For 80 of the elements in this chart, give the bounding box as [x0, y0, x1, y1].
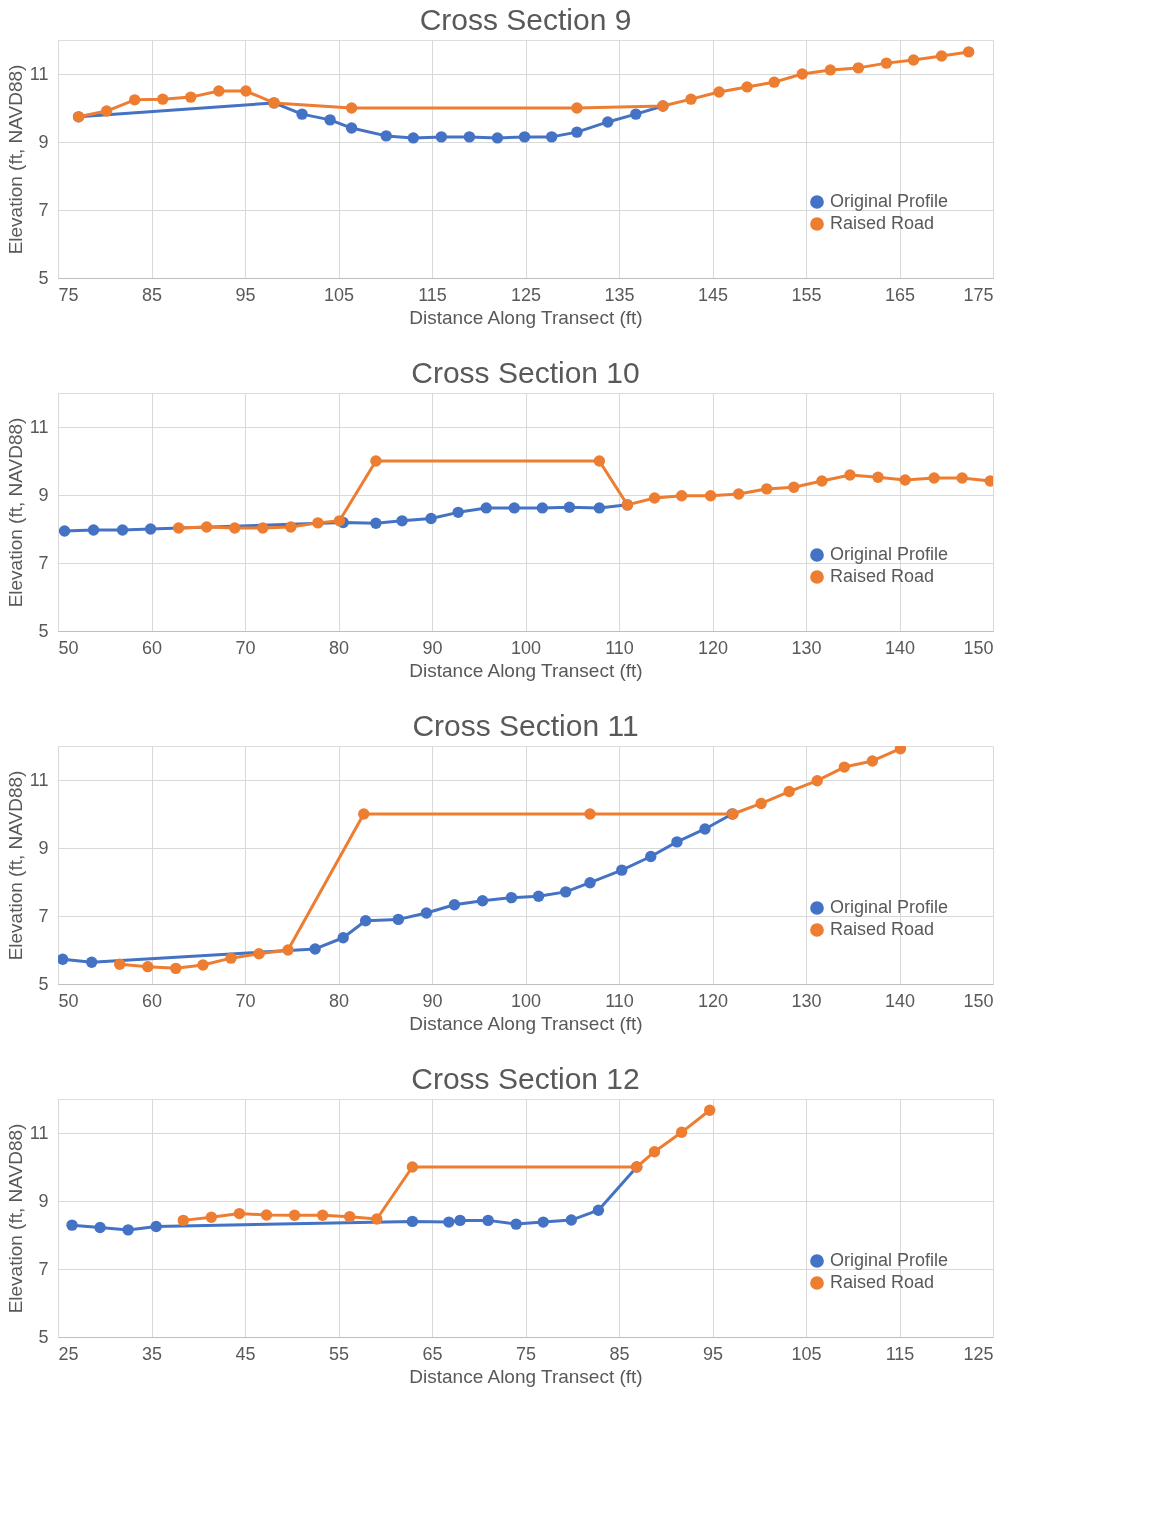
- y-tick-label: 9: [38, 837, 49, 858]
- x-axis-title: Distance Along Transect (ft): [409, 1365, 643, 1387]
- y-tick-label: 5: [38, 620, 49, 641]
- x-tick-label: 120: [697, 990, 729, 1011]
- y-axis-title: Elevation (ft, NAVD88): [4, 64, 26, 255]
- x-tick-label: 130: [791, 637, 822, 658]
- x-tick-label: 100: [510, 990, 542, 1011]
- y-tick-label: 11: [29, 1122, 49, 1143]
- y-tick-label: 5: [38, 973, 49, 994]
- x-tick-label: 110: [605, 990, 634, 1011]
- x-tick-label: 145: [697, 284, 729, 305]
- x-tick-label: 60: [141, 637, 163, 658]
- x-tick-label: 105: [323, 284, 355, 305]
- x-tick-label: 150: [963, 637, 994, 658]
- x-tick-label: 105: [791, 1343, 822, 1364]
- y-axis-title: Elevation (ft, NAVD88): [4, 770, 26, 961]
- chart-title: Cross Section 11: [412, 709, 639, 742]
- x-tick-label: 50: [58, 637, 79, 658]
- y-tick-label: 7: [38, 552, 49, 573]
- y-tick-label: 9: [38, 484, 49, 505]
- x-tick-label: 80: [328, 990, 350, 1011]
- legend-label: Raised Road: [830, 1272, 935, 1292]
- x-axis-title: Distance Along Transect (ft): [409, 1012, 643, 1034]
- y-tick-label: 11: [29, 416, 49, 437]
- x-tick-label: 150: [963, 990, 994, 1011]
- x-tick-label: 70: [235, 990, 256, 1011]
- legend-label: Original Profile: [830, 544, 949, 564]
- y-axis-title: Elevation (ft, NAVD88): [4, 1123, 26, 1314]
- x-tick-label: 140: [884, 990, 916, 1011]
- x-tick-label: 125: [963, 1343, 994, 1364]
- y-tick-label: 7: [38, 905, 49, 926]
- x-tick-label: 45: [235, 1343, 256, 1364]
- x-tick-label: 95: [702, 1343, 724, 1364]
- x-tick-label: 125: [510, 284, 542, 305]
- legend-label: Raised Road: [830, 213, 935, 233]
- y-tick-label: 9: [38, 131, 49, 152]
- x-tick-label: 70: [235, 637, 256, 658]
- legend-label: Original Profile: [830, 191, 949, 211]
- x-tick-label: 115: [885, 1343, 915, 1364]
- x-tick-label: 110: [605, 637, 634, 658]
- y-tick-label: 7: [38, 199, 49, 220]
- x-tick-label: 155: [791, 284, 822, 305]
- x-tick-label: 95: [235, 284, 256, 305]
- x-tick-label: 50: [58, 990, 79, 1011]
- x-tick-label: 90: [422, 990, 443, 1011]
- x-axis-title: Distance Along Transect (ft): [409, 306, 643, 328]
- x-axis-title: Distance Along Transect (ft): [409, 659, 643, 681]
- x-tick-label: 60: [141, 990, 163, 1011]
- x-tick-label: 115: [418, 284, 447, 305]
- y-tick-label: 7: [38, 1258, 49, 1279]
- x-tick-label: 55: [328, 1343, 350, 1364]
- x-tick-label: 85: [141, 284, 163, 305]
- y-tick-label: 11: [29, 63, 49, 84]
- x-tick-label: 165: [884, 284, 916, 305]
- legend-label: Original Profile: [830, 1250, 949, 1270]
- legend-label: Raised Road: [830, 919, 935, 939]
- y-tick-label: 9: [38, 1190, 49, 1211]
- x-tick-label: 75: [58, 284, 79, 305]
- x-tick-label: 175: [963, 284, 994, 305]
- x-tick-label: 75: [515, 1343, 537, 1364]
- x-tick-label: 120: [697, 637, 729, 658]
- x-tick-label: 140: [884, 637, 916, 658]
- x-tick-label: 100: [510, 637, 542, 658]
- x-tick-label: 35: [141, 1343, 163, 1364]
- chart-title: Cross Section 12: [411, 1062, 640, 1095]
- chart-title: Cross Section 10: [411, 356, 640, 389]
- y-tick-label: 11: [29, 769, 49, 790]
- x-tick-label: 130: [791, 990, 822, 1011]
- legend-label: Original Profile: [830, 897, 949, 917]
- legend-label: Raised Road: [830, 566, 935, 586]
- y-axis-title: Elevation (ft, NAVD88): [4, 417, 26, 608]
- x-tick-label: 65: [422, 1343, 443, 1364]
- y-tick-label: 5: [38, 1326, 49, 1347]
- x-tick-label: 25: [58, 1343, 79, 1364]
- x-tick-label: 85: [609, 1343, 630, 1364]
- y-tick-label: 5: [38, 267, 49, 288]
- x-tick-label: 80: [328, 637, 350, 658]
- x-tick-label: 135: [604, 284, 635, 305]
- chart-title: Cross Section 9: [419, 3, 632, 36]
- x-tick-label: 90: [422, 637, 443, 658]
